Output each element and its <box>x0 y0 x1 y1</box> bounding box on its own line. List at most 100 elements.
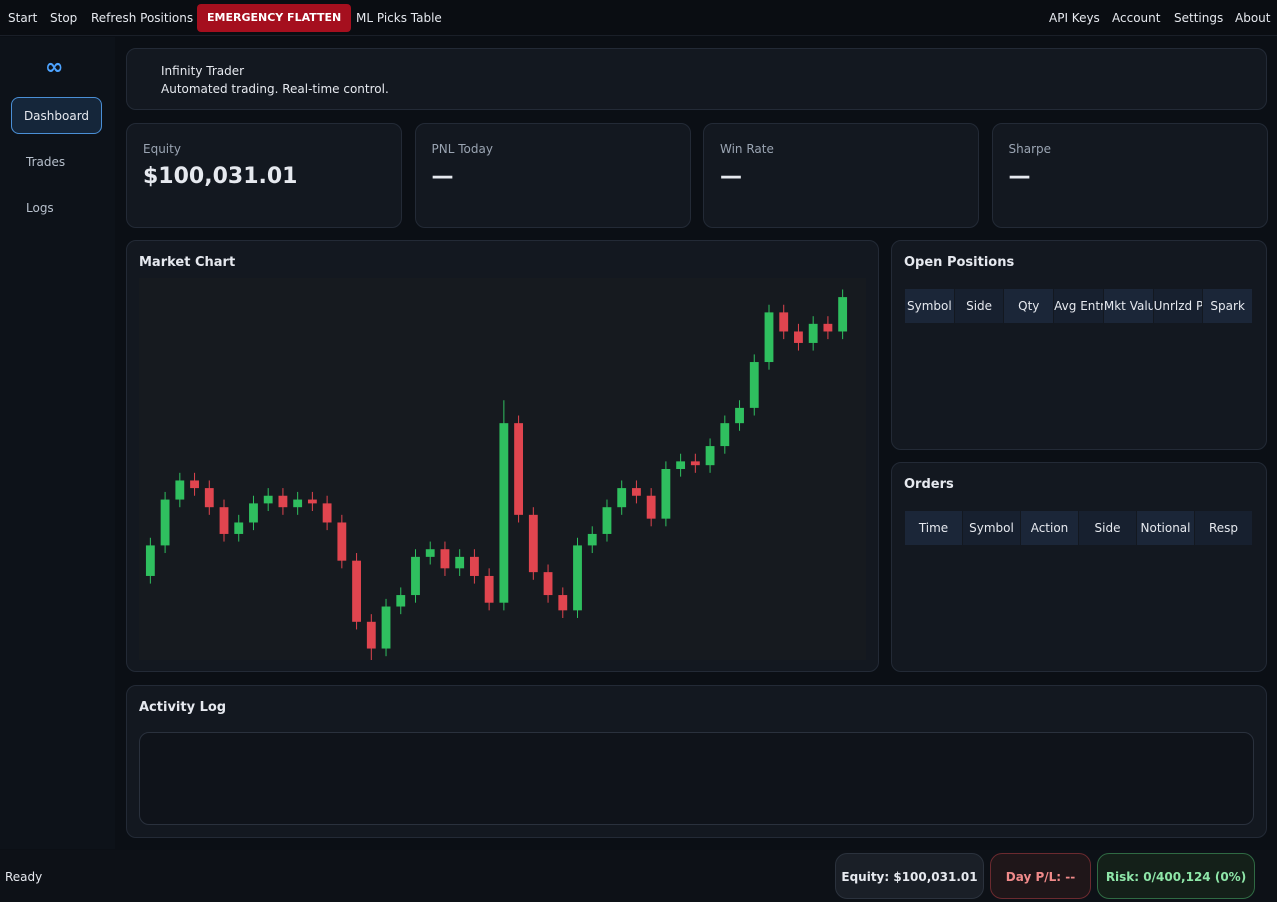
candle-body <box>175 480 185 500</box>
candle-body <box>396 595 406 607</box>
menu-item[interactable]: Settings <box>1174 11 1224 25</box>
stat-label: PNL Today <box>431 142 493 156</box>
card-title: Open Positions <box>904 255 1015 270</box>
candle-body <box>705 446 715 466</box>
menu-item[interactable]: API Keys <box>1049 11 1100 25</box>
orders-card: Orders Time Symbol Action Side Notional Resp <box>891 462 1267 672</box>
candlestick-chart <box>139 278 866 660</box>
stat-value: $100,031.01 <box>143 164 298 189</box>
candle-body <box>646 495 656 519</box>
candle-body <box>676 461 686 469</box>
risk-pill: Risk: 0/400,124 (0%) <box>1097 853 1255 899</box>
stat-label: Win Rate <box>720 142 774 156</box>
column-header: Spark <box>1203 289 1254 323</box>
candle-body <box>263 495 273 504</box>
card-title: Orders <box>904 477 954 492</box>
candle-body <box>838 297 848 332</box>
column-header: Notional <box>1137 511 1195 545</box>
menu-item[interactable]: Refresh Positions <box>91 11 194 25</box>
column-header: Mkt Value <box>1104 289 1154 323</box>
stat-value: — <box>1008 164 1031 189</box>
nav-item[interactable]: Trades <box>26 155 66 169</box>
candle-body <box>690 461 700 466</box>
candle-body <box>337 522 347 561</box>
candle-body <box>234 522 244 534</box>
candle-body <box>499 423 509 603</box>
candle-body <box>764 312 774 363</box>
candle-body <box>558 595 568 611</box>
emergency-button[interactable]: EMERGENCY FLATTEN <box>197 4 352 32</box>
candle-body <box>794 331 803 343</box>
app-subtitle: Automated trading. Real-time control. <box>161 82 389 96</box>
nav-item[interactable]: Logs <box>26 201 54 215</box>
logo: ∞ <box>45 55 64 80</box>
candle-body <box>528 514 538 573</box>
candle-body <box>352 560 361 622</box>
stat-label: Equity <box>143 142 181 156</box>
candle-body <box>543 572 553 596</box>
candle-body <box>617 488 627 508</box>
menu-item[interactable]: About <box>1235 11 1271 25</box>
candle-body <box>307 499 317 504</box>
stat-value: — <box>431 164 454 189</box>
candle-body <box>484 575 494 603</box>
stat-card: PNL Today — <box>414 123 691 228</box>
menu-bar: Start Stop Refresh Positions EMERGENCY F… <box>0 0 1277 36</box>
activity-card: Activity Log <box>126 685 1267 838</box>
chart-title: Market Chart <box>139 255 236 270</box>
candle-body <box>322 503 332 523</box>
candle-body <box>632 488 641 496</box>
sidebar: ∞ Dashboard Trades Logs <box>0 37 115 849</box>
column-header: Symbol <box>905 289 955 323</box>
equity-pill: Equity: $100,031.01 <box>835 853 984 899</box>
stat-card: Equity $100,031.01 <box>126 123 402 228</box>
day-pl-pill: Day P/L: -- <box>990 853 1091 899</box>
candle-body <box>366 621 376 649</box>
candle-body <box>381 606 391 649</box>
status-text: Ready <box>5 870 43 884</box>
candle-body <box>720 423 730 447</box>
column-header: Unrlzd P/L <box>1153 289 1204 323</box>
candle-body <box>425 549 435 557</box>
candle-body <box>249 503 258 523</box>
table-header: Time Symbol Action Side Notional Resp <box>905 511 1253 545</box>
menu-item[interactable]: Account <box>1112 11 1161 25</box>
chart-card: Market Chart <box>126 240 879 672</box>
column-header: Qty <box>1004 289 1055 323</box>
stat-value: — <box>720 164 742 189</box>
nav-item[interactable]: Dashboard <box>11 97 102 134</box>
column-header: Symbol <box>963 511 1021 545</box>
candle-body <box>587 533 597 546</box>
stat-card: Win Rate — <box>703 123 979 228</box>
candle-body <box>514 423 524 515</box>
candle-body <box>145 545 155 576</box>
menu-item[interactable]: Stop <box>50 11 78 25</box>
candle-body <box>735 407 744 424</box>
column-header: Side <box>1079 511 1137 545</box>
menu-item[interactable]: Start <box>8 11 38 25</box>
column-header: Avg Entry <box>1054 289 1104 323</box>
candle-body <box>602 507 612 534</box>
candle-body <box>190 480 199 489</box>
card-title: Activity Log <box>139 700 227 715</box>
candle-body <box>293 499 303 508</box>
candle-body <box>160 499 170 546</box>
candle-body <box>661 469 671 519</box>
candle-body <box>779 312 789 332</box>
stat-card: Sharpe — <box>991 123 1268 228</box>
log-box <box>139 732 1254 825</box>
candle-body <box>219 507 229 534</box>
column-header: Side <box>954 289 1005 323</box>
header-card: Infinity Trader Automated trading. Real-… <box>126 48 1267 110</box>
candle-body <box>278 495 288 508</box>
column-header: Time <box>905 511 963 545</box>
stat-label: Sharpe <box>1008 142 1052 156</box>
candle-body <box>455 556 465 569</box>
column-header: Resp <box>1195 511 1253 545</box>
candle-body <box>440 549 450 569</box>
candle-body <box>204 488 214 508</box>
menu-item[interactable]: ML Picks Table <box>356 11 442 25</box>
